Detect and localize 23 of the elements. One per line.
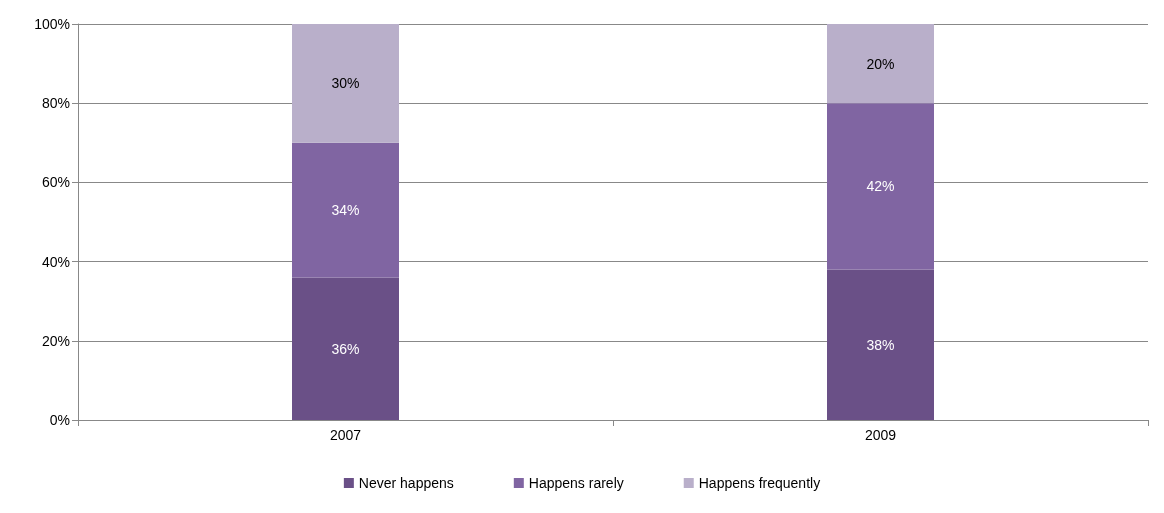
legend-label: Happens rarely: [528, 475, 624, 491]
x-tick-label: 2009: [864, 427, 897, 443]
y-tick-label: 40%: [41, 253, 70, 270]
legend-label: Happens frequently: [698, 475, 821, 491]
y-tick-label: 0%: [49, 412, 70, 428]
data-label: 38%: [866, 336, 895, 353]
data-label: 30%: [331, 75, 360, 92]
y-tick-label: 60%: [41, 174, 70, 191]
bar: [827, 269, 934, 420]
x-tick-label: 2007: [329, 427, 362, 443]
data-label: 36%: [331, 340, 360, 357]
bar: [292, 24, 399, 143]
y-tick-label: 20%: [41, 332, 70, 349]
y-tick-label: 80%: [41, 95, 70, 112]
data-label: 42%: [866, 178, 895, 195]
bar: [827, 24, 934, 104]
legend-label: Never happens: [358, 475, 454, 491]
y-tick-label: 100%: [34, 16, 70, 32]
data-label: 34%: [331, 202, 360, 219]
bar: [827, 103, 934, 270]
bar: [292, 277, 399, 420]
bar: [292, 142, 399, 278]
data-label: 20%: [866, 55, 895, 72]
